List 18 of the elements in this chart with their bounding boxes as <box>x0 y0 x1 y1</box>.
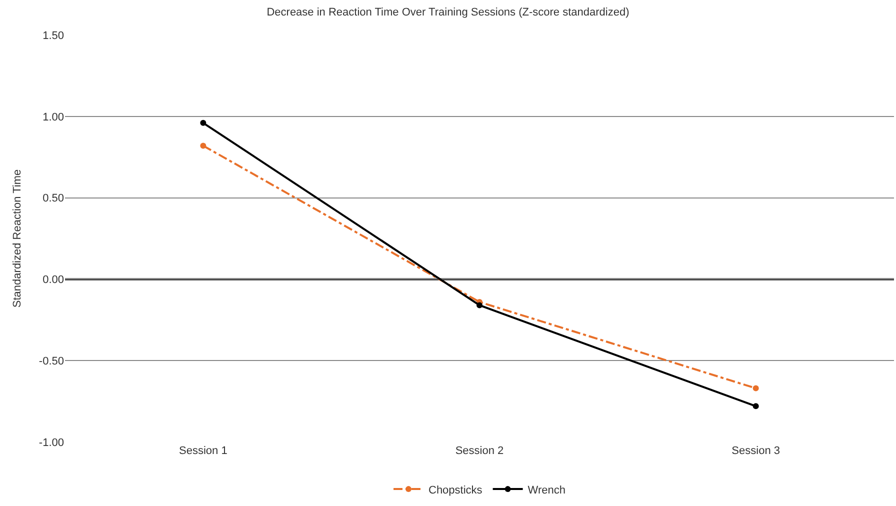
y-axis-title: Standardized Reaction Time <box>12 169 24 308</box>
x-tick-label: Session 3 <box>732 445 780 457</box>
y-tick-label: 1.50 <box>42 30 64 42</box>
point <box>200 142 206 149</box>
point <box>752 385 759 392</box>
legend-label: Chopsticks <box>428 484 483 496</box>
point <box>752 403 759 410</box>
y-tick-label: 0.50 <box>42 192 64 205</box>
y-tick-label: -1.00 <box>38 436 64 449</box>
y-tick-label: 0.00 <box>42 274 64 286</box>
point <box>476 302 482 308</box>
y-tick-label: 1.00 <box>42 111 64 124</box>
point <box>200 120 206 126</box>
y-tick-label: -0.50 <box>38 355 64 368</box>
chart-title: Decrease in Reaction Time Over Training Sessions (Z-score standardized) <box>266 6 630 18</box>
legend-label: Wrench <box>528 484 566 496</box>
x-tick-label: Session 2 <box>455 445 504 457</box>
x-tick-label: Session 1 <box>179 445 228 457</box>
